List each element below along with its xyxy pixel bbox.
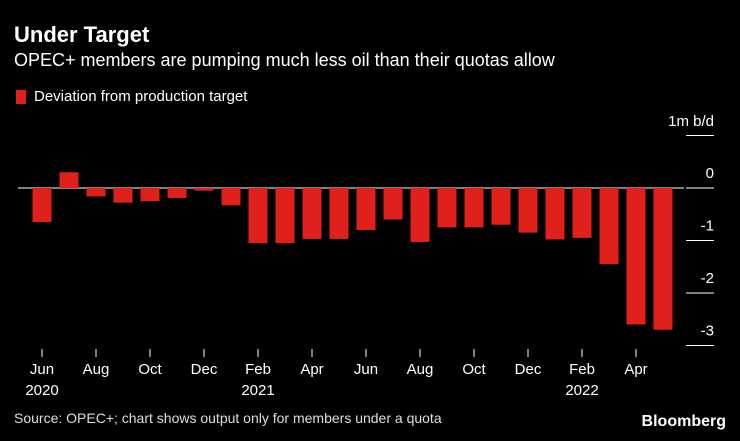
bar (356, 188, 376, 230)
bar (437, 188, 457, 228)
x-tick-label: Feb (245, 361, 271, 378)
x-tick-label: Oct (138, 361, 162, 378)
bar (59, 172, 79, 188)
x-tick-label: Apr (624, 361, 647, 378)
bar (410, 188, 430, 243)
bar (140, 188, 160, 202)
source-note: Source: OPEC+; chart shows output only f… (14, 410, 442, 426)
bar (275, 188, 295, 244)
y-tick-label: 0 (706, 165, 714, 182)
x-tick-year: 2020 (25, 382, 58, 399)
bar (572, 188, 592, 238)
legend: Deviation from production target (16, 88, 247, 105)
bar (545, 188, 565, 240)
chart-title: Under Target (14, 22, 150, 47)
x-tick-label: Feb (569, 361, 595, 378)
x-tick-label: Jun (354, 361, 378, 378)
bar (626, 188, 646, 325)
x-tick-year: 2022 (565, 382, 598, 399)
x-tick-label: Oct (462, 361, 486, 378)
x-tick-label: Apr (300, 361, 323, 378)
bar (194, 188, 214, 191)
x-tick-label: Aug (407, 361, 434, 378)
brand-logo: Bloomberg (641, 413, 726, 430)
legend-swatch (16, 89, 26, 104)
legend-label: Deviation from production target (34, 88, 248, 105)
bar (383, 188, 403, 220)
bar (221, 188, 241, 206)
y-unit-label: 1m b/d (668, 113, 714, 130)
bar (653, 188, 673, 330)
y-tick-label: -1 (701, 218, 714, 235)
bar (464, 188, 484, 228)
bar (302, 188, 322, 239)
bar (86, 188, 106, 197)
bar (113, 188, 133, 203)
y-tick-label: -2 (701, 270, 714, 287)
x-tick-label: Dec (191, 361, 218, 378)
bar (599, 188, 619, 265)
bar (167, 188, 187, 198)
x-tick-label: Dec (515, 361, 542, 378)
x-tick-year: 2021 (241, 382, 274, 399)
y-tick-label: -3 (701, 323, 714, 340)
x-tick-label: Jun (30, 361, 54, 378)
bar (248, 188, 268, 244)
bar (518, 188, 538, 233)
chart-subtitle: OPEC+ members are pumping much less oil … (14, 50, 555, 70)
bar (491, 188, 511, 225)
x-tick-label: Aug (83, 361, 110, 378)
bar (32, 188, 52, 223)
bar (329, 188, 349, 239)
